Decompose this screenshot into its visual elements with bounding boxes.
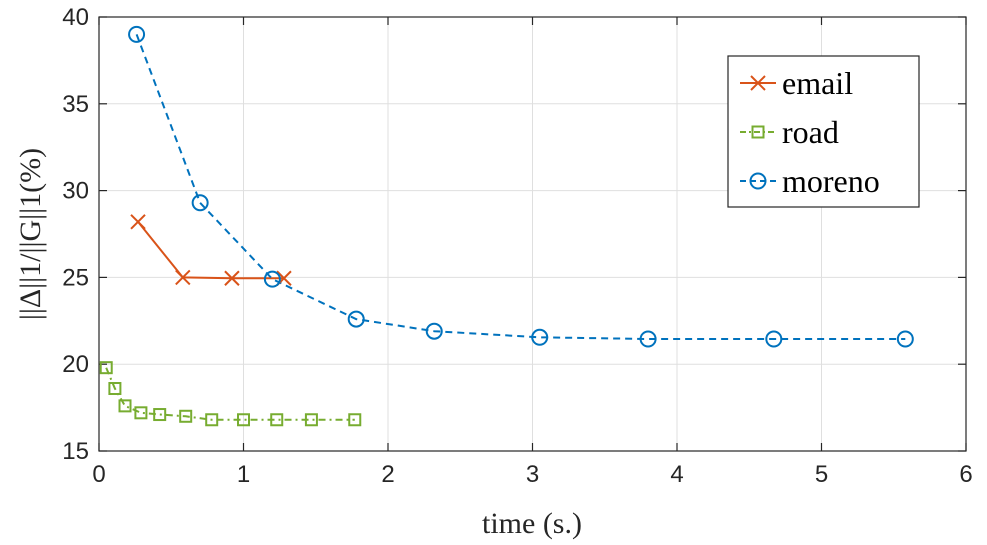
data-point-road <box>237 413 250 427</box>
y-tick-label: 35 <box>62 91 89 118</box>
data-point-road <box>134 406 148 420</box>
legend-swatch-marker-road <box>751 125 765 139</box>
data-point-road <box>270 413 284 427</box>
data-point-moreno <box>128 25 146 43</box>
y-axis-label: ||Δ||1/||G||1(%) <box>14 148 47 320</box>
legend-label-moreno: moreno <box>782 163 880 199</box>
data-point-moreno <box>347 310 365 328</box>
series-line-road <box>105 367 355 421</box>
data-point-road <box>118 399 132 413</box>
data-point-email <box>224 270 240 286</box>
x-tick-label: 5 <box>815 461 828 488</box>
legend-swatch-marker-email <box>750 75 766 91</box>
data-point-email <box>175 269 191 286</box>
data-point-moreno <box>896 330 914 348</box>
legend-label-road: road <box>782 114 839 150</box>
y-tick-labels: 15 20 25 30 35 40 <box>62 4 89 465</box>
legend: email road moreno <box>727 55 920 208</box>
y-tick-label: 30 <box>62 178 89 205</box>
data-point-road <box>108 382 122 396</box>
x-tick-label: 2 <box>381 461 394 488</box>
x-tick-label: 4 <box>670 461 683 488</box>
series-markers <box>99 25 914 427</box>
legend-label-email: email <box>782 65 853 101</box>
legend-items: email road moreno <box>740 65 880 199</box>
data-point-moreno <box>191 194 209 212</box>
data-point-road <box>99 361 113 375</box>
legend-swatch-marker-moreno <box>749 172 767 190</box>
data-point-road <box>348 413 362 427</box>
y-tick-label: 40 <box>62 4 89 31</box>
y-tick-label: 20 <box>62 351 89 378</box>
data-point-moreno <box>765 330 783 348</box>
y-tick-label: 25 <box>62 264 89 291</box>
series-line-email <box>137 221 284 280</box>
data-point-email <box>130 214 146 230</box>
data-point-moreno <box>263 270 281 288</box>
data-point-road <box>153 408 167 422</box>
x-tick-label: 6 <box>959 461 972 488</box>
x-tick-labels: 0 1 2 3 4 5 6 <box>92 461 972 488</box>
x-tick-label: 3 <box>526 461 539 488</box>
x-axis-label: time (s.) <box>482 507 582 540</box>
data-point-moreno <box>531 328 549 346</box>
x-tick-label: 0 <box>92 461 105 488</box>
data-point-road <box>304 413 318 427</box>
y-tick-label: 15 <box>62 438 89 465</box>
x-tick-label: 1 <box>237 461 250 488</box>
data-point-road <box>179 409 193 423</box>
series-line-moreno <box>135 34 906 340</box>
data-point-moreno <box>425 322 443 340</box>
data-point-moreno <box>639 330 657 348</box>
data-point-road <box>205 413 219 427</box>
